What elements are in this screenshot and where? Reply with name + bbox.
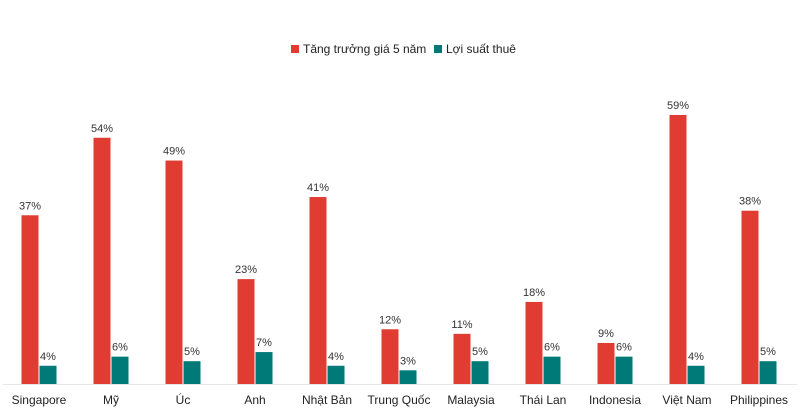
bar-rental-yield-1 <box>111 356 129 384</box>
category-label: Mỹ <box>103 393 119 407</box>
legend-swatch-price-growth <box>291 45 299 53</box>
data-label-price-growth-10: 38% <box>739 196 761 208</box>
category-label: Việt Nam <box>662 393 711 407</box>
category-label: Singapore <box>12 393 67 407</box>
category-label: Trung Quốc <box>368 393 431 407</box>
data-label-rental-yield-6: 5% <box>472 346 488 358</box>
data-label-rental-yield-8: 6% <box>616 342 632 354</box>
bar-rental-yield-6 <box>471 361 489 384</box>
data-label-price-growth-0: 37% <box>19 200 41 212</box>
category-label: Philippines <box>730 393 788 407</box>
bar-price-growth-2 <box>165 160 183 384</box>
data-label-rental-yield-9: 4% <box>688 351 704 363</box>
bar-rental-yield-5 <box>399 370 417 384</box>
bar-price-growth-3 <box>237 279 255 384</box>
data-label-rental-yield-0: 4% <box>40 351 56 363</box>
data-label-price-growth-6: 11% <box>451 319 472 331</box>
category-label: Nhật Bản <box>302 393 352 407</box>
legend-label-price-growth: Tăng trưởng giá 5 năm <box>303 42 426 56</box>
data-label-price-growth-8: 9% <box>598 328 614 340</box>
bar-price-growth-0 <box>21 215 39 384</box>
data-label-rental-yield-2: 5% <box>184 346 200 358</box>
category-label: Indonesia <box>589 393 641 407</box>
bar-price-growth-7 <box>525 301 543 384</box>
bar-rental-yield-0 <box>39 365 57 384</box>
data-label-price-growth-4: 41% <box>307 182 329 194</box>
legend-label-rental-yield: Lợi suất thuê <box>446 42 516 56</box>
bar-rental-yield-3 <box>255 352 273 384</box>
category-label: Malaysia <box>447 393 495 407</box>
data-label-rental-yield-3: 7% <box>256 337 272 349</box>
category-label: Thái Lan <box>520 393 567 407</box>
data-label-price-growth-9: 59% <box>667 100 689 112</box>
bar-price-growth-5 <box>381 329 399 384</box>
bar-price-growth-10 <box>741 210 759 384</box>
bar-price-growth-9 <box>669 114 687 385</box>
category-label: Anh <box>244 393 265 407</box>
data-label-rental-yield-7: 6% <box>544 342 560 354</box>
bar-rental-yield-2 <box>183 361 201 384</box>
category-label: Úc <box>176 392 191 407</box>
data-label-rental-yield-5: 3% <box>400 355 416 367</box>
data-label-price-growth-5: 12% <box>379 314 401 326</box>
data-label-rental-yield-4: 4% <box>328 351 344 363</box>
data-label-price-growth-7: 18% <box>523 287 545 299</box>
data-label-price-growth-3: 23% <box>235 264 257 276</box>
bar-rental-yield-8 <box>615 356 633 384</box>
bar-price-growth-1 <box>93 137 111 384</box>
data-label-rental-yield-1: 6% <box>112 342 128 354</box>
bar-rental-yield-10 <box>759 361 777 384</box>
bar-price-growth-8 <box>597 342 615 384</box>
legend-swatch-rental-yield <box>434 45 442 53</box>
data-label-price-growth-2: 49% <box>163 146 185 158</box>
data-label-price-growth-1: 54% <box>91 123 113 135</box>
bar-price-growth-4 <box>309 197 327 384</box>
data-label-rental-yield-10: 5% <box>760 346 776 358</box>
bar-rental-yield-9 <box>687 365 705 384</box>
bar-price-growth-6 <box>453 333 471 384</box>
legend: Tăng trưởng giá 5 năm Lợi suất thuê <box>291 42 516 56</box>
bar-rental-yield-7 <box>543 356 561 384</box>
bar-rental-yield-4 <box>327 365 345 384</box>
